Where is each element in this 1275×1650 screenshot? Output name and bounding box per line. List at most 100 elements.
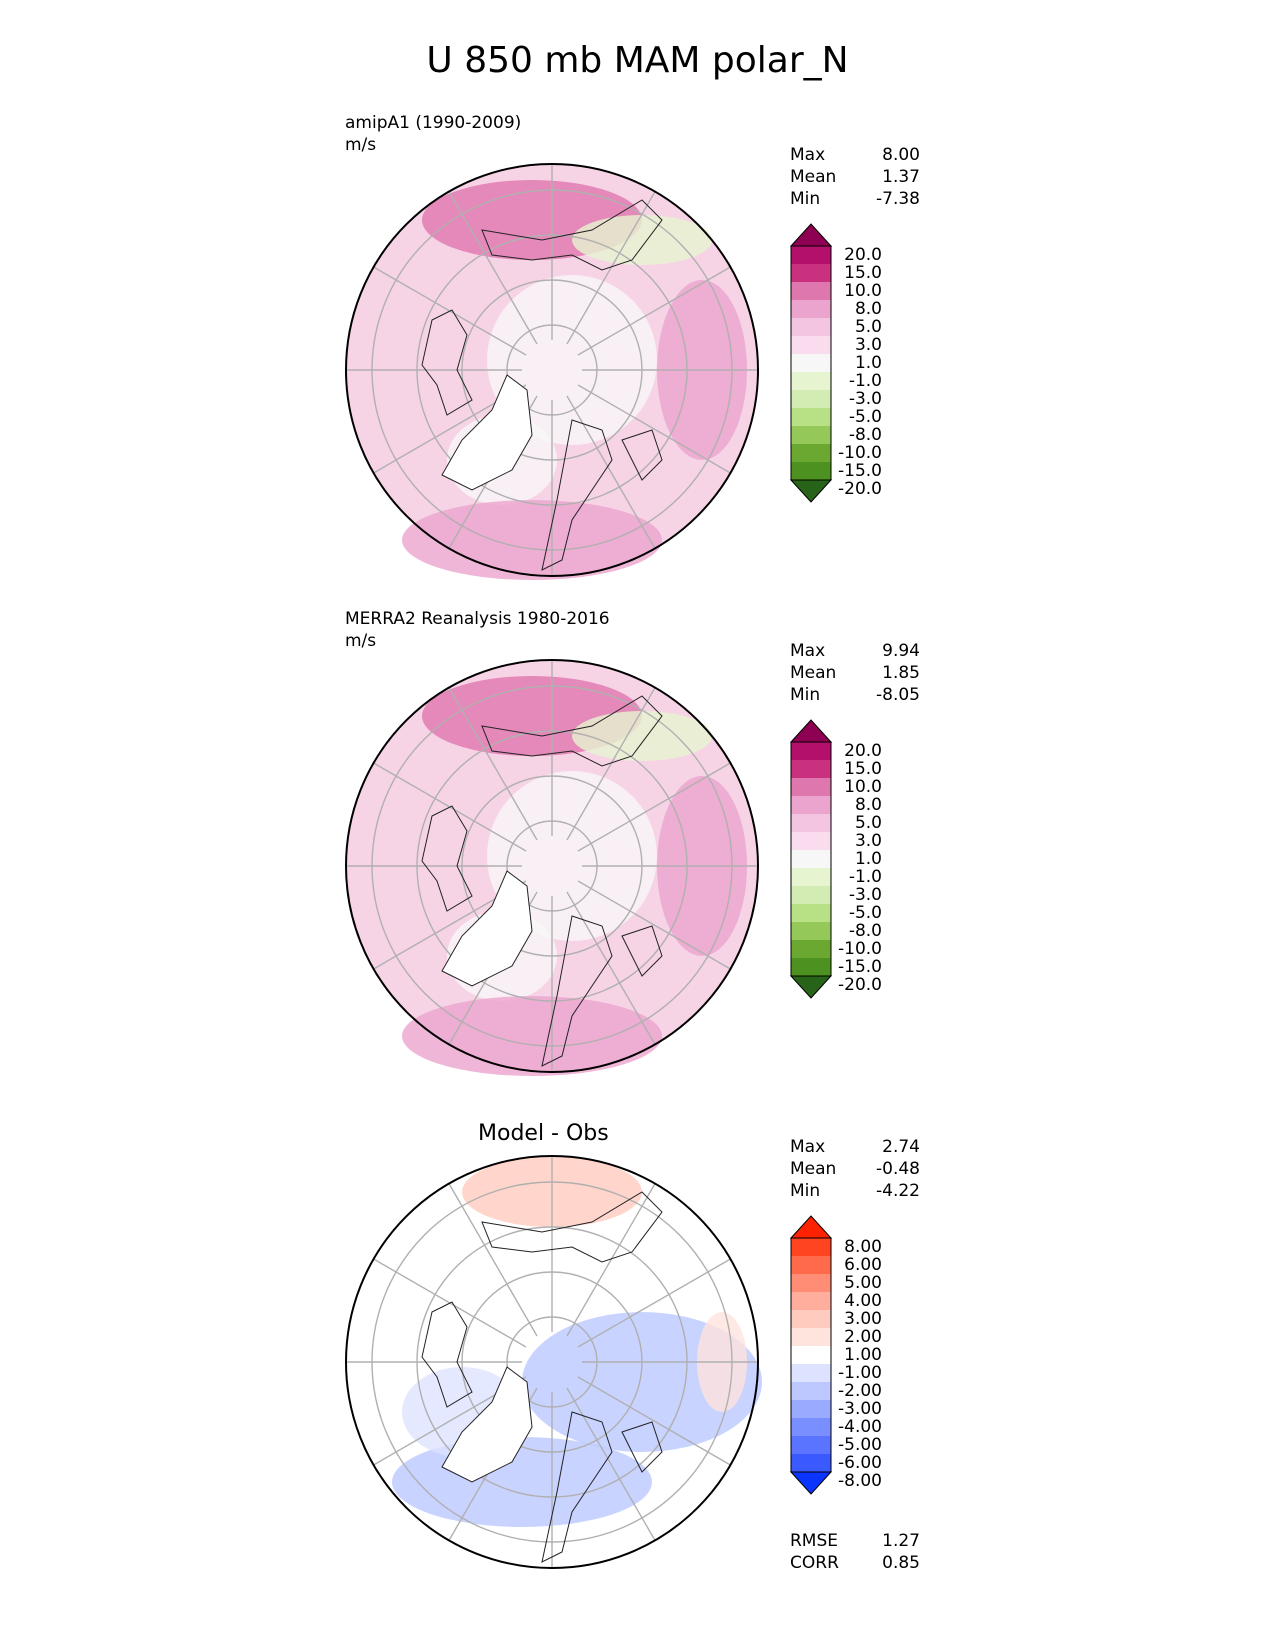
meridian-line	[448, 191, 538, 345]
field-region	[402, 996, 662, 1076]
meridian-line	[577, 762, 731, 852]
colorbar-tick-label: 20.0	[844, 741, 882, 761]
colorbar-tick-label: 1.0	[854, 849, 882, 869]
colorbar-tick-label: 8.00	[844, 1237, 882, 1257]
map-border	[345, 1155, 759, 1569]
colorbar-tick-label: -3.0	[848, 885, 882, 905]
colorbar-swatch	[791, 814, 831, 832]
colorbar-tick-label: 8.0	[854, 299, 882, 319]
colorbar-swatch	[791, 1364, 831, 1382]
colorbar-extend-bottom	[789, 1471, 833, 1495]
colorbar-swatch	[791, 246, 831, 264]
meridian-line	[566, 191, 656, 345]
coastline	[481, 1191, 663, 1263]
colorbar-tick-label: -1.00	[838, 1363, 882, 1383]
map-border	[345, 163, 759, 577]
colorbar-swatch	[791, 1400, 831, 1418]
stat-name: Mean	[790, 1159, 837, 1179]
colorbar-tick-label: 1.00	[844, 1345, 882, 1365]
greenland-coastline	[441, 870, 533, 987]
colorbar-tick-label: -6.00	[838, 1453, 882, 1473]
stat-value: 1.27	[882, 1531, 920, 1551]
colorbar-swatch	[791, 336, 831, 354]
colorbar-tick-label: 5.0	[854, 813, 882, 833]
colorbar-tick-label: 3.00	[844, 1309, 882, 1329]
stat-value: 2.74	[882, 1137, 920, 1157]
meridian-line	[566, 1387, 656, 1541]
polar-map	[345, 659, 759, 1076]
colorbar-swatch	[791, 354, 831, 372]
colorbar-labels: 20.0 15.0 10.0 8.0 5.0 3.0 1.0 -1.0 -3.0 -5.0 -8.0…	[832, 742, 882, 994]
stats-block: Max 2.74 Mean -0.48 Min -4.22	[790, 1136, 920, 1202]
coastline	[421, 309, 473, 416]
colorbar-swatch	[791, 958, 831, 976]
colorbar-tick-label: -10.0	[838, 443, 882, 463]
colorbar-extend-bottom	[789, 479, 833, 503]
panel-center-title: Model - Obs	[478, 1121, 609, 1146]
colorbar	[789, 719, 833, 999]
colorbar-extend-top	[789, 223, 833, 247]
colorbar	[789, 1215, 833, 1495]
colorbar-tick-label: 3.0	[854, 831, 882, 851]
field-region	[572, 215, 712, 265]
meridian-line	[577, 1258, 731, 1348]
field-region	[402, 500, 662, 580]
stat-name: Min	[790, 1181, 821, 1201]
colorbar-tick-label: -8.0	[848, 921, 882, 941]
meridian-line	[577, 1376, 731, 1466]
panel-units: m/s	[345, 631, 377, 651]
colorbar-tick-label: -10.0	[838, 939, 882, 959]
stat-value: 1.85	[882, 663, 920, 683]
greenland-coastline	[441, 374, 533, 491]
polar-map	[345, 1155, 762, 1569]
colorbar-swatch	[791, 426, 831, 444]
stat-name: Min	[790, 189, 821, 209]
colorbar-tick-label: -5.0	[848, 407, 882, 427]
colorbar-tick-label: -20.0	[838, 479, 882, 499]
coastline	[541, 1411, 613, 1563]
colorbar-swatch	[791, 1382, 831, 1400]
coastline	[481, 199, 663, 271]
stat-value: -0.48	[876, 1159, 920, 1179]
colorbar-swatch	[791, 1436, 831, 1454]
colorbar-tick-label: -2.00	[838, 1381, 882, 1401]
colorbar-swatch	[791, 318, 831, 336]
stat-name: Mean	[790, 663, 837, 683]
colorbar-swatch	[791, 1328, 831, 1346]
colorbar-extend-top	[789, 1215, 833, 1239]
figure-title: U 850 mb MAM polar_N	[426, 40, 849, 81]
stats-block: Max 9.94 Mean 1.85 Min -8.05	[790, 640, 920, 706]
colorbar-extend-bottom	[789, 975, 833, 999]
stat-value: -8.05	[876, 685, 920, 705]
colorbar-tick-label: 4.00	[844, 1291, 882, 1311]
colorbar	[789, 223, 833, 503]
coastline	[541, 419, 613, 571]
stat-name: Max	[790, 145, 826, 165]
panel-units: m/s	[345, 135, 377, 155]
colorbar-swatch	[791, 904, 831, 922]
colorbar-tick-label: 5.0	[854, 317, 882, 337]
stat-value: 0.85	[882, 1553, 920, 1573]
colorbar-tick-label: 3.0	[854, 335, 882, 355]
polar-map	[345, 163, 759, 580]
colorbar-swatch	[791, 742, 831, 760]
stats-block: Max 8.00 Mean 1.37 Min -7.38	[790, 144, 920, 210]
colorbar-labels: 20.0 15.0 10.0 8.0 5.0 3.0 1.0 -1.0 -3.0 -5.0 -8.0…	[832, 246, 882, 498]
greenland-coastline	[441, 1366, 533, 1483]
panel-label: amipA1 (1990-2009)	[345, 113, 522, 133]
panel-label: MERRA2 Reanalysis 1980-2016	[345, 609, 610, 629]
meridian-line	[577, 384, 731, 474]
colorbar-swatch	[791, 390, 831, 408]
colorbar-tick-label: 2.00	[844, 1327, 882, 1347]
colorbar-swatch	[791, 372, 831, 390]
coastline	[621, 925, 663, 977]
stat-value: 9.94	[882, 641, 920, 661]
field-region	[487, 771, 657, 941]
colorbar-swatch	[791, 444, 831, 462]
colorbar-swatch	[791, 264, 831, 282]
colorbar-tick-label: -15.0	[838, 957, 882, 977]
colorbar-extend-top	[789, 719, 833, 743]
meridian-line	[566, 891, 656, 1045]
colorbar-tick-label: -1.0	[848, 867, 882, 887]
colorbar-tick-label: -3.00	[838, 1399, 882, 1419]
